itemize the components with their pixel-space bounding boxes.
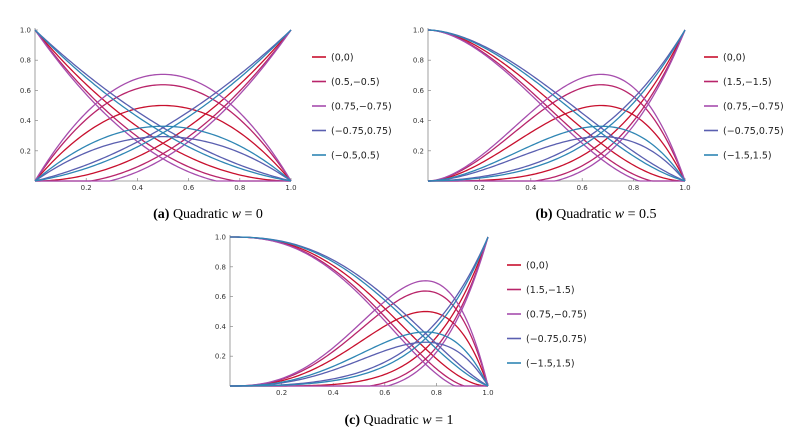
x-tick-label: 0.2 xyxy=(276,389,287,397)
x-tick-label: 0.6 xyxy=(183,184,195,192)
series-line-5-right xyxy=(230,236,489,387)
series-line-2-middle xyxy=(34,84,292,182)
x-tick-label: 1.0 xyxy=(482,389,493,397)
series-line-3-middle xyxy=(427,73,686,182)
caption-var: w xyxy=(615,207,625,222)
legend-label: (0.75,−0.75) xyxy=(331,102,392,113)
y-tick-label: 1.0 xyxy=(215,234,226,242)
series-line-5-left xyxy=(427,29,686,182)
caption-text: Quadratic xyxy=(169,207,231,222)
y-tick-label: 0.4 xyxy=(215,323,227,331)
legend-label: (0,0) xyxy=(723,53,746,64)
y-tick-label: 0.4 xyxy=(20,117,32,125)
x-tick-label: 0.6 xyxy=(379,389,391,397)
x-tick-label: 1.0 xyxy=(679,184,690,192)
series-line-1-middle xyxy=(427,104,686,182)
legend-label: (1.5,−1.5) xyxy=(723,77,772,88)
caption-text: Quadratic xyxy=(360,413,422,428)
series-line-3-right xyxy=(35,29,292,182)
legend-label: (−0.75,0.75) xyxy=(723,126,784,137)
legend-label: (−0.75,0.75) xyxy=(331,126,392,137)
series-line-3-right xyxy=(428,29,686,182)
series-line-5-middle xyxy=(34,125,292,182)
legend-label: (1.5,−1.5) xyxy=(526,285,575,296)
series-line-2-left xyxy=(427,29,685,182)
caption-label: (b) xyxy=(535,207,552,222)
x-tick-label: 0.4 xyxy=(328,389,340,397)
legend-label: (0.5,−0.5) xyxy=(331,77,380,88)
caption-label: (c) xyxy=(345,413,361,428)
series-line-3-left xyxy=(427,29,685,182)
series-line-3-middle xyxy=(230,280,489,387)
series-line-1-right xyxy=(34,29,292,182)
series-line-1-middle xyxy=(34,104,292,182)
x-tick-label: 0.2 xyxy=(81,184,92,192)
y-tick-label: 0.2 xyxy=(413,147,424,155)
legend-label: (0,0) xyxy=(526,261,549,272)
caption-value: = 1 xyxy=(432,413,454,428)
series-line-4-left xyxy=(427,29,686,182)
legend-label: (−0.5,0.5) xyxy=(331,151,380,162)
chart-panel-2: 0.2 0.4 0.6 0.8 1.0 0.2 0.4 0.6 0.8 1.0 (0,0) (1.5,… xyxy=(413,27,784,223)
series-line-4-right xyxy=(34,29,292,182)
series-line-1-left xyxy=(427,29,686,182)
y-tick-label: 0.8 xyxy=(20,57,31,65)
x-tick-label: 1.0 xyxy=(285,184,296,192)
y-tick-label: 0.8 xyxy=(215,263,226,271)
panel-caption: (a) Quadratic w = 0 xyxy=(153,207,263,222)
caption-value: = 0.5 xyxy=(624,207,656,222)
series-line-5-middle xyxy=(427,125,686,182)
y-tick-label: 0.6 xyxy=(413,87,425,95)
series-line-4-middle xyxy=(230,341,489,387)
y-tick-label: 0.2 xyxy=(215,353,226,361)
y-tick-label: 0.2 xyxy=(20,147,31,155)
x-tick-label: 0.8 xyxy=(431,389,442,397)
series-line-5-left xyxy=(230,236,489,387)
series-line-4-middle xyxy=(427,135,686,182)
legend-label: (−1.5,1.5) xyxy=(526,359,575,370)
legend-label: (0,0) xyxy=(331,53,354,64)
x-tick-label: 0.8 xyxy=(628,184,639,192)
legend-label: (−0.75,0.75) xyxy=(526,334,587,345)
caption-var: w xyxy=(232,207,242,222)
series-line-5-right xyxy=(427,29,686,182)
x-tick-label: 0.6 xyxy=(577,184,589,192)
y-tick-label: 0.4 xyxy=(413,117,425,125)
x-tick-label: 0.2 xyxy=(474,184,485,192)
y-tick-label: 1.0 xyxy=(413,27,424,35)
series-line-5-middle xyxy=(230,331,489,387)
series-line-3-left xyxy=(230,236,488,387)
y-tick-label: 0.8 xyxy=(413,57,424,65)
series-line-3-middle xyxy=(34,73,292,182)
chart-panel-3: 0.2 0.4 0.6 0.8 1.0 0.2 0.4 0.6 0.8 1.0 (0,0) (1.5,… xyxy=(215,234,587,429)
x-tick-label: 0.4 xyxy=(525,184,537,192)
series-line-4-right xyxy=(427,29,686,182)
caption-value: = 0 xyxy=(241,207,263,222)
caption-text: Quadratic xyxy=(553,207,615,222)
series-line-5-right xyxy=(34,29,292,182)
series-line-4-middle xyxy=(34,135,292,182)
panel-caption: (c) Quadratic w = 1 xyxy=(345,413,454,428)
x-tick-label: 0.8 xyxy=(234,184,245,192)
panel-caption: (b) Quadratic w = 0.5 xyxy=(535,207,656,222)
legend-label: (−1.5,1.5) xyxy=(723,151,772,162)
caption-label: (a) xyxy=(153,207,170,222)
series-line-2-middle xyxy=(427,84,686,182)
y-tick-label: 1.0 xyxy=(20,27,31,35)
y-tick-label: 0.6 xyxy=(215,293,227,301)
chart-panel-1: 0.2 0.4 0.6 0.8 1.0 0.2 0.4 0.6 0.8 1.0 (0,0) (0.5,… xyxy=(20,27,392,223)
x-tick-label: 0.4 xyxy=(132,184,144,192)
caption-var: w xyxy=(422,413,432,428)
legend-label: (0.75,−0.75) xyxy=(723,102,784,113)
y-tick-label: 0.6 xyxy=(20,87,32,95)
legend-label: (0.75,−0.75) xyxy=(526,310,587,321)
